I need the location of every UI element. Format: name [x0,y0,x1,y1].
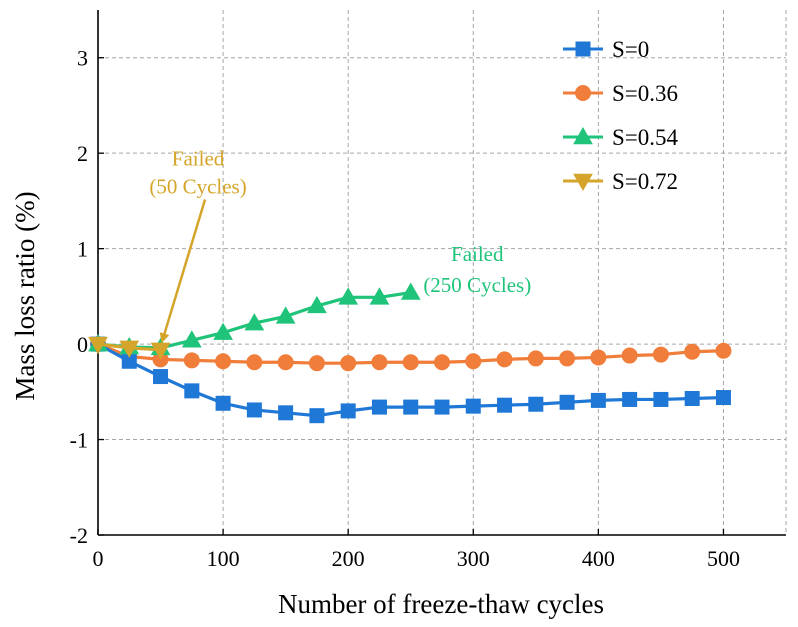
data-point [153,369,169,385]
data-point [528,396,544,412]
data-point [215,353,232,370]
legend: S=0 S=0.36 S=0.54 S=0.72 [563,37,679,194]
data-point [181,330,202,348]
annotation-line: (50 Cycles) [149,175,246,199]
data-point [715,342,732,359]
legend-marker-shape [575,41,591,57]
legend-label: S=0.36 [612,81,678,106]
annotation-line: Failed [172,147,225,171]
data-point [590,392,606,408]
y-tick-label: 1 [77,237,88,262]
annotation-arrow [159,199,207,344]
data-point [371,399,387,415]
data-point [559,394,575,410]
data-point [369,287,390,305]
x-tick-label: 0 [93,546,104,571]
grid [98,10,787,535]
data-point [215,395,231,411]
series [88,282,732,424]
data-point [371,354,388,371]
series-S=0 [90,336,731,424]
legend-marker [575,85,591,101]
data-point [183,352,200,369]
data-point [497,397,513,413]
data-point [684,391,700,406]
data-point [246,402,262,418]
legend-entry: S=0.36 [563,81,678,106]
data-point [621,347,638,364]
legend-label: S=0 [612,37,649,62]
x-tick-label: 200 [332,546,365,571]
axes [97,10,786,536]
data-point [684,343,701,360]
legend-label: S=0.54 [612,125,679,150]
annotation-line: (250 Cycles) [423,273,531,297]
y-tick-labels: -2 -1 0 1 2 3 [70,46,88,548]
y-axis-title: Mass loss ratio (%) [10,191,40,400]
annotations: Failed (50 Cycles) Failed (250 Cycles) [149,147,531,344]
data-point [338,287,359,305]
data-point [434,354,450,371]
data-point [400,282,421,300]
data-point [434,399,450,415]
legend-marker [575,41,591,57]
y-tick-label: -1 [70,428,88,453]
legend-marker [573,173,593,192]
legend-marker-shape [573,126,593,145]
data-point [184,383,200,399]
x-tick-label: 300 [457,546,490,571]
data-point [278,405,294,421]
data-point [88,336,108,355]
data-point [309,408,325,424]
data-point [277,354,294,371]
data-point [246,354,263,371]
legend-marker [573,126,593,145]
legend-marker-shape [573,173,593,192]
data-point [275,306,296,324]
data-point [496,351,513,368]
data-point [402,354,419,371]
data-point [403,399,419,415]
x-tick-label: 500 [707,546,740,571]
annotation-failed-50: Failed (50 Cycles) [149,147,247,344]
legend-marker-shape [575,85,591,101]
data-point [527,350,544,367]
legend-label: S=0.72 [612,169,678,194]
data-point [715,390,731,406]
series-S=0.72 [88,336,171,360]
data-point [559,350,576,367]
data-point [308,355,325,372]
data-point [213,322,233,340]
x-tick-label: 100 [207,546,240,571]
y-tick-label: -2 [70,523,88,548]
legend-entry: S=0 [563,37,649,62]
data-point [622,391,638,407]
data-point [244,313,265,331]
y-tick-label: 2 [77,141,88,166]
annotation-failed-250: Failed (250 Cycles) [423,242,531,297]
legend-entry: S=0.72 [563,169,678,194]
data-point [590,349,607,366]
x-tick-labels: 0 100 200 300 400 500 [93,546,740,571]
legend-entry: S=0.54 [563,125,679,150]
x-axis-title: Number of freeze-thaw cycles [278,589,604,619]
data-point [119,340,140,358]
y-tick-label: 0 [77,332,88,357]
annotation-line: Failed [451,242,504,266]
x-tick-label: 400 [582,546,615,571]
data-point [340,355,357,372]
y-tick-label: 3 [77,46,88,71]
data-point [652,346,669,363]
data-point [340,403,356,419]
data-point [307,295,327,314]
data-point [465,398,481,414]
data-point [465,353,482,370]
data-point [653,391,669,407]
